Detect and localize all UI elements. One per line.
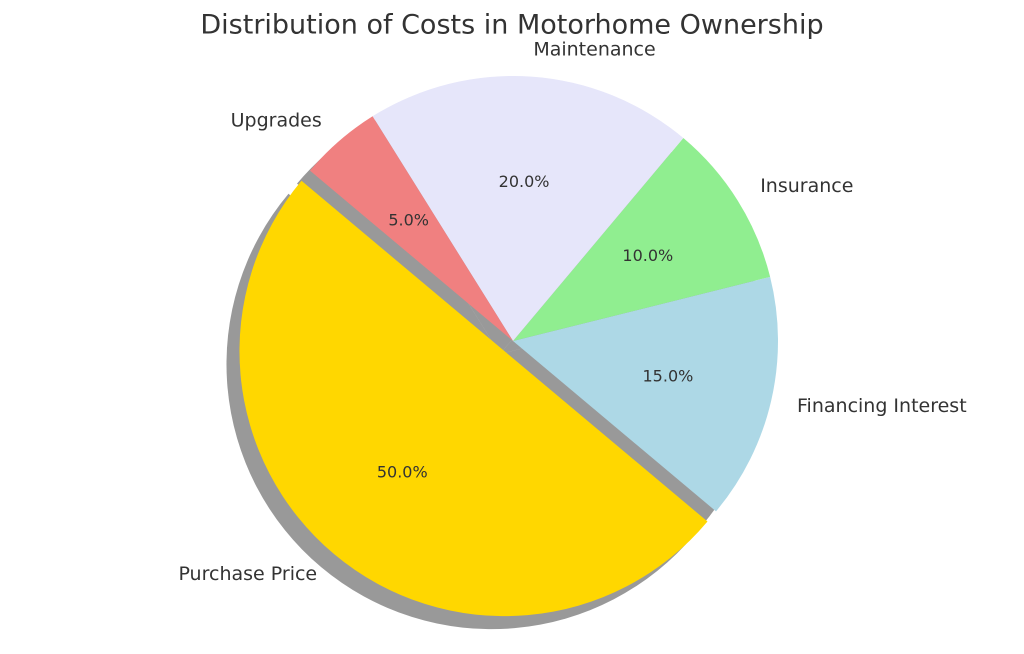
wedge xyxy=(309,116,513,341)
value-label: 15.0% xyxy=(643,366,694,385)
value-label: 20.0% xyxy=(499,172,550,191)
wedge xyxy=(513,137,771,341)
category-label: Purchase Price xyxy=(178,563,317,585)
category-label: Upgrades xyxy=(231,110,322,132)
wedge xyxy=(372,75,684,341)
category-label: Maintenance xyxy=(533,39,655,61)
category-label: Insurance xyxy=(760,175,853,197)
wedge xyxy=(239,180,708,617)
wedge xyxy=(513,276,778,512)
value-label: 5.0% xyxy=(388,211,429,230)
category-label: Financing Interest xyxy=(797,395,967,417)
value-label: 10.0% xyxy=(622,246,673,265)
chart-title: Distribution of Costs in Motorhome Owner… xyxy=(200,10,823,41)
value-label: 50.0% xyxy=(377,462,428,481)
